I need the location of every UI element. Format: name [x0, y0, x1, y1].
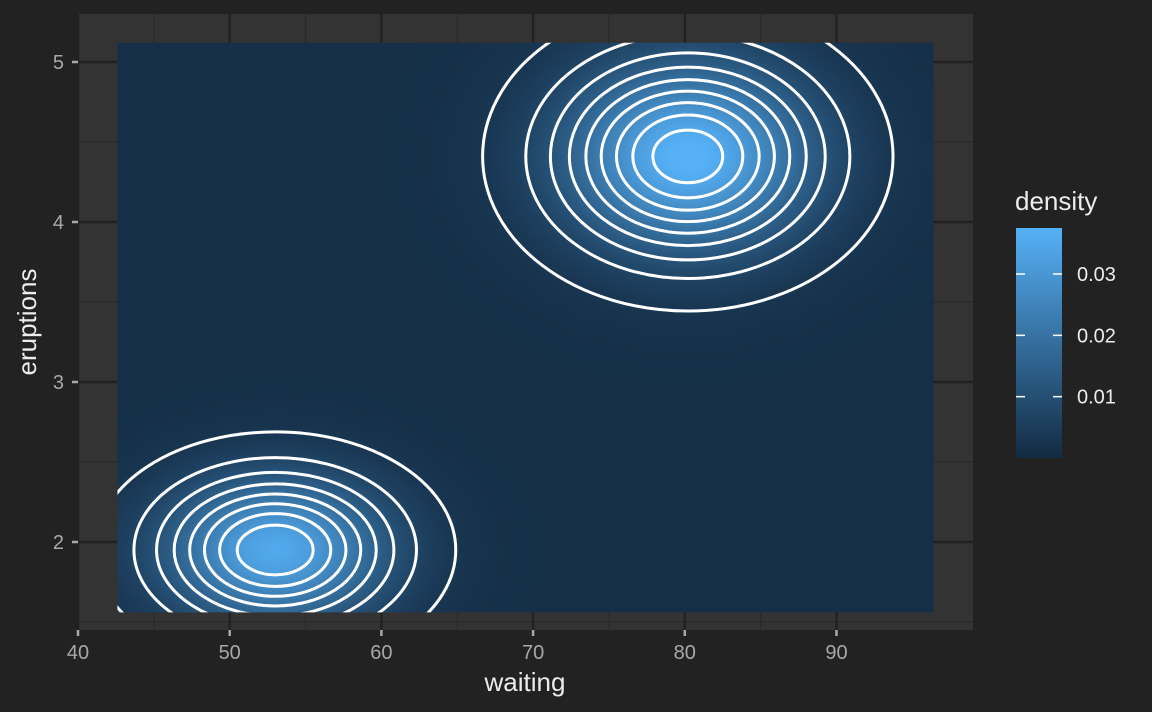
contour-group: [117, 42, 895, 613]
density-contours: [117, 42, 895, 613]
contour-line: [117, 430, 458, 613]
x-tick-label: 90: [825, 642, 847, 664]
y-tick-label: 2: [53, 532, 64, 554]
y-tick-label: 4: [53, 212, 64, 234]
contour-line: [567, 65, 808, 248]
legend-label: 0.02: [1077, 325, 1116, 347]
contour-line: [218, 512, 333, 588]
contour-line: [524, 42, 852, 280]
legend-label: 0.03: [1077, 264, 1116, 286]
legend-colorbar: [1016, 228, 1062, 458]
contour-line: [584, 78, 792, 235]
legend: density 0.03 0.02 0.01: [1015, 186, 1116, 458]
contour-line: [651, 128, 725, 185]
x-tick-label: 50: [219, 642, 241, 664]
x-tick-label: 70: [522, 642, 544, 664]
contour-line: [172, 482, 378, 613]
legend-title: density: [1015, 186, 1097, 216]
contour-line: [202, 502, 348, 598]
contour-line: [548, 51, 827, 262]
x-tick-label: 40: [67, 642, 89, 664]
legend-label: 0.01: [1077, 387, 1116, 409]
y-axis: 2 3 4 5: [53, 52, 78, 554]
contour-line: [599, 89, 776, 224]
contour-line: [132, 456, 418, 613]
y-tick-label: 5: [53, 52, 64, 74]
contour-line: [155, 470, 396, 613]
contour-line: [481, 42, 895, 313]
density-raster-image: [117, 42, 934, 613]
contour-line: [188, 492, 363, 608]
y-axis-title: eruptions: [12, 269, 42, 376]
contour-line: [235, 523, 315, 577]
y-tick-label: 3: [53, 372, 64, 394]
x-tick-label: 60: [370, 642, 392, 664]
contour-line: [631, 113, 745, 200]
legend-ticks: 0.03 0.02 0.01: [1016, 264, 1116, 409]
contour-line: [614, 101, 761, 212]
x-axis-title: waiting: [484, 667, 566, 697]
x-tick-label: 80: [674, 642, 696, 664]
density-raster: [117, 42, 934, 613]
x-axis: 40 50 60 70 80 90: [67, 630, 848, 664]
